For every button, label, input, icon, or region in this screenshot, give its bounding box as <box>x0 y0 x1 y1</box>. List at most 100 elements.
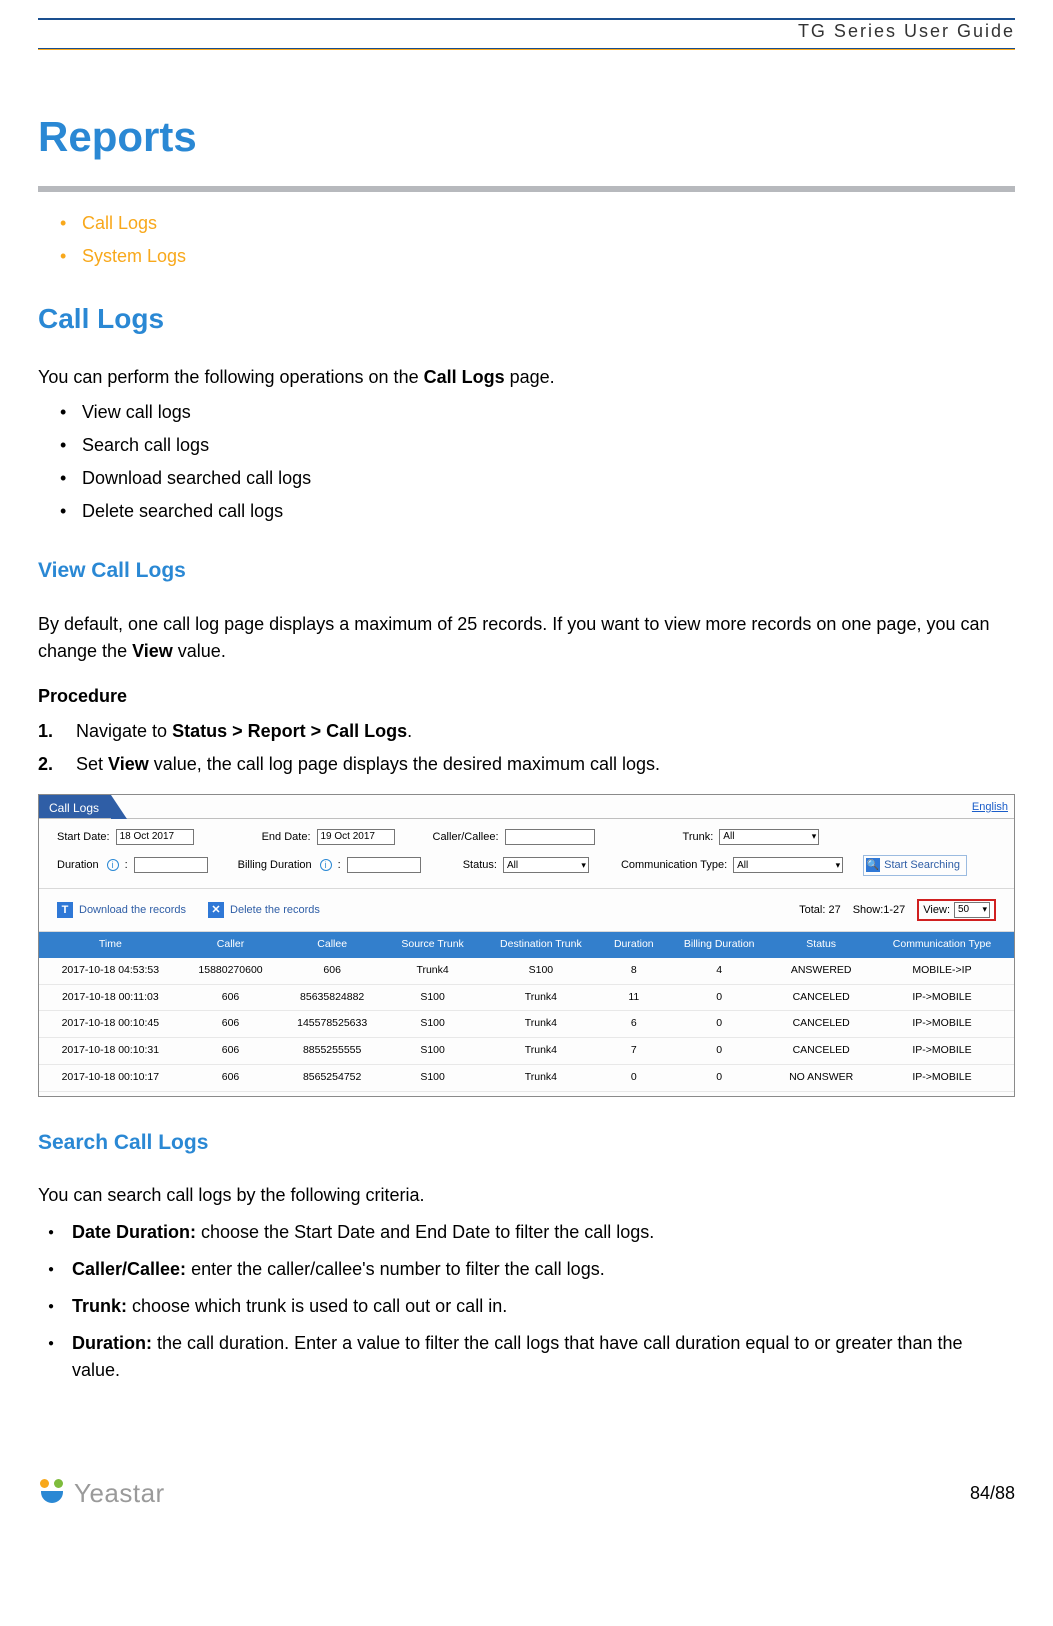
table-row: 2017-10-18 04:53:5315880270600606Trunk4S… <box>39 958 1014 984</box>
search-icon: 🔍 <box>866 858 880 872</box>
crit-label: Caller/Callee: <box>72 1259 186 1279</box>
table-cell: Trunk4 <box>480 984 601 1011</box>
lbl-trunk: Trunk: <box>683 829 714 846</box>
table-cell: Trunk4 <box>385 958 480 984</box>
text: value. <box>173 641 226 661</box>
select-comm-type[interactable]: All <box>733 857 843 873</box>
subsection-view-title: View Call Logs <box>38 555 1015 587</box>
table-cell: Trunk4 <box>480 1064 601 1091</box>
toc-list: Call Logs System Logs <box>38 210 1015 270</box>
col-duration: Duration <box>602 932 667 958</box>
table-cell: 85635824882 <box>279 984 385 1011</box>
select-status[interactable]: All <box>503 857 589 873</box>
col-status: Status <box>772 932 870 958</box>
table-cell: 2017-10-18 00:10:17 <box>39 1064 182 1091</box>
table-row: 2017-10-18 00:10:45606145578525633S100Tr… <box>39 1011 1014 1038</box>
delete-records-button[interactable]: ✕ Delete the records <box>208 902 320 919</box>
table-cell: IP->MOBILE <box>870 1038 1014 1065</box>
text: Navigate to <box>76 721 172 741</box>
table-cell: IP->MOBILE <box>870 984 1014 1011</box>
table-cell: 0 <box>602 1064 667 1091</box>
info-icon[interactable]: i <box>107 859 119 871</box>
header-guide-title: TG Series User Guide <box>798 18 1015 45</box>
tab-call-logs[interactable]: Call Logs <box>39 795 111 818</box>
input-caller-callee[interactable] <box>505 829 595 845</box>
lbl-billing-duration: Billing Duration <box>238 857 312 874</box>
table-cell: Trunk4 <box>480 1011 601 1038</box>
text: Set <box>76 754 108 774</box>
call-logs-table: Time Caller Callee Source Trunk Destinat… <box>39 932 1014 1092</box>
text: page. <box>505 367 555 387</box>
crit-caller: Caller/Callee: enter the caller/callee's… <box>48 1256 1015 1283</box>
text: You can perform the following operations… <box>38 367 424 387</box>
table-cell: 11 <box>602 984 667 1011</box>
page-number: 84/88 <box>970 1480 1015 1507</box>
text-bold: Call Logs <box>424 367 505 387</box>
table-cell: 8855255555 <box>279 1038 385 1065</box>
total-count: Total: 27 <box>799 902 841 919</box>
table-cell: 606 <box>182 1038 280 1065</box>
input-duration[interactable] <box>134 857 208 873</box>
text: Start Searching <box>884 857 960 874</box>
table-cell: 0 <box>666 1038 772 1065</box>
input-end-date[interactable]: 19 Oct 2017 <box>317 829 395 845</box>
table-row: 2017-10-18 00:10:176068565254752S100Trun… <box>39 1064 1014 1091</box>
table-cell: 2017-10-18 00:10:45 <box>39 1011 182 1038</box>
text: value, the call log page displays the de… <box>149 754 660 774</box>
table-cell: IP->MOBILE <box>870 1011 1014 1038</box>
table-cell: S100 <box>385 1011 480 1038</box>
toc-item-call-logs[interactable]: Call Logs <box>60 210 1015 237</box>
table-cell: S100 <box>385 1038 480 1065</box>
step-1: Navigate to Status > Report > Call Logs. <box>38 718 1015 745</box>
lang-link[interactable]: English <box>972 795 1014 818</box>
criteria-list: Date Duration: choose the Start Date and… <box>38 1219 1015 1384</box>
table-cell: 8565254752 <box>279 1064 385 1091</box>
crit-label: Date Duration: <box>72 1222 196 1242</box>
header-rule <box>38 48 1015 50</box>
lbl-view: View: <box>923 902 950 919</box>
input-start-date[interactable]: 18 Oct 2017 <box>116 829 194 845</box>
table-cell: Trunk4 <box>480 1038 601 1065</box>
download-records-button[interactable]: T Download the records <box>57 902 186 919</box>
colon: : <box>338 857 341 874</box>
brand-name: Yeastar <box>74 1474 165 1513</box>
col-billing-duration: Billing Duration <box>666 932 772 958</box>
page-title: Reports <box>38 105 1015 168</box>
operations-list: View call logs Search call logs Download… <box>38 399 1015 525</box>
toc-item-system-logs[interactable]: System Logs <box>60 243 1015 270</box>
lbl-end-date: End Date: <box>262 829 311 846</box>
lbl-duration: Duration <box>57 857 99 874</box>
select-trunk[interactable]: All <box>719 829 819 845</box>
text: Delete the records <box>230 902 320 919</box>
table-cell: 0 <box>666 984 772 1011</box>
input-billing-duration[interactable] <box>347 857 421 873</box>
lbl-status: Status: <box>463 857 497 874</box>
table-row: 2017-10-18 00:10:316068855255555S100Trun… <box>39 1038 1014 1065</box>
select-view[interactable]: 50 <box>954 902 990 918</box>
text-bold: Status > Report > Call Logs <box>172 721 407 741</box>
step-2: Set View value, the call log page displa… <box>38 751 1015 778</box>
table-cell: 2017-10-18 00:11:03 <box>39 984 182 1011</box>
delete-icon: ✕ <box>208 902 224 918</box>
section-call-logs-title: Call Logs <box>38 298 1015 340</box>
colon: : <box>125 857 128 874</box>
start-searching-button[interactable]: 🔍 Start Searching <box>863 855 967 876</box>
screenshot-call-logs: Call Logs English Start Date: 18 Oct 201… <box>38 794 1015 1097</box>
table-cell: 15880270600 <box>182 958 280 984</box>
col-comm-type: Communication Type <box>870 932 1014 958</box>
view-select-highlight: View: 50 <box>917 899 996 922</box>
lbl-comm-type: Communication Type: <box>621 857 727 874</box>
table-cell: IP->MOBILE <box>870 1064 1014 1091</box>
table-cell: 6 <box>602 1011 667 1038</box>
lbl-caller-callee: Caller/Callee: <box>433 829 499 846</box>
table-cell: 2017-10-18 04:53:53 <box>39 958 182 984</box>
view-desc: By default, one call log page displays a… <box>38 611 1015 665</box>
text: . <box>407 721 412 741</box>
info-icon[interactable]: i <box>320 859 332 871</box>
page-footer: Yeastar 84/88 <box>38 1474 1015 1513</box>
col-caller: Caller <box>182 932 280 958</box>
table-cell: 606 <box>182 1011 280 1038</box>
procedure-label: Procedure <box>38 683 1015 710</box>
table-cell: CANCELED <box>772 1038 870 1065</box>
procedure-steps: Navigate to Status > Report > Call Logs.… <box>38 718 1015 778</box>
